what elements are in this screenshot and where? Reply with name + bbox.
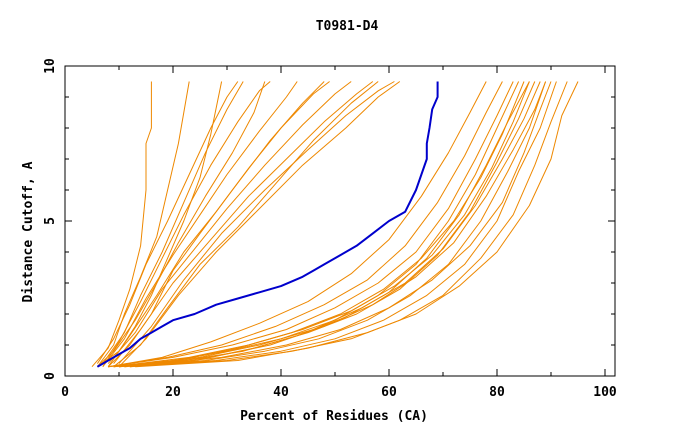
x-tick-label: 100 [593, 385, 617, 400]
series-line-26 [113, 81, 525, 368]
x-tick-label: 80 [489, 385, 505, 400]
series-line-22 [113, 81, 530, 368]
x-tick-label: 0 [61, 385, 69, 400]
series-line-12 [102, 81, 244, 364]
highlight-series-line [96, 81, 439, 368]
ticks-layer: 0 20 40 60 80 100 0 5 10 [43, 58, 617, 400]
series-line-10 [107, 81, 325, 368]
series-line-3 [96, 81, 239, 364]
series-line-28 [124, 81, 547, 368]
series-line-7 [107, 81, 352, 364]
series-line-27 [118, 81, 541, 368]
series-line-11 [97, 81, 266, 368]
series-line-25 [108, 81, 503, 368]
series-line-14 [118, 81, 401, 368]
series-line-20 [118, 81, 547, 368]
chart-title: T0981-D4 [316, 19, 379, 34]
y-tick-label: 5 [43, 217, 58, 225]
series-line-2 [96, 81, 190, 367]
series-line-21 [124, 81, 557, 368]
series-line-15 [97, 81, 223, 368]
series-line-6 [107, 81, 330, 367]
series-line-30 [129, 81, 552, 368]
series-layer [91, 81, 579, 368]
series-line-1 [91, 81, 152, 368]
y-tick-label: 10 [43, 58, 58, 74]
series-line-5 [102, 81, 298, 368]
x-tick-label: 60 [381, 385, 397, 400]
y-axis-label: Distance Cutoff, A [21, 161, 36, 302]
series-line-19 [108, 81, 514, 368]
series-line-9 [118, 81, 395, 364]
x-axis-label: Percent of Residues (CA) [240, 409, 428, 424]
x-tick-label: 20 [165, 385, 181, 400]
x-tick-label: 40 [273, 385, 289, 400]
series-line-24 [135, 81, 579, 368]
series-line-29 [108, 81, 487, 368]
y-tick-label: 0 [43, 372, 58, 380]
series-line-23 [129, 81, 568, 368]
